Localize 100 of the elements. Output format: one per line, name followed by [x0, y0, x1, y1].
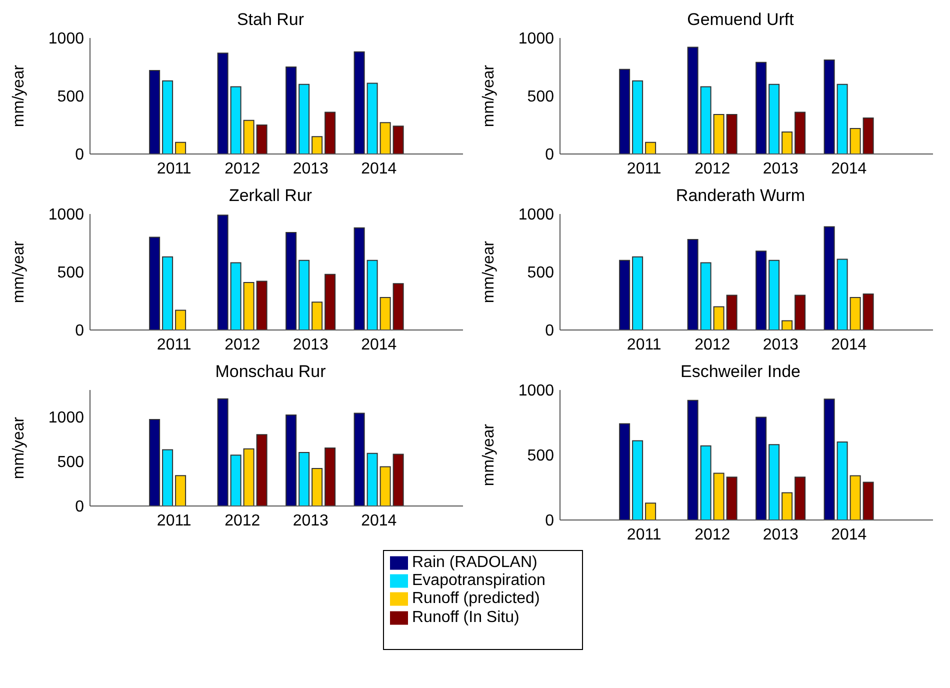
y-tick-label: 1000: [48, 206, 84, 224]
bar: [850, 297, 861, 330]
legend-label: Runoff (predicted): [412, 590, 540, 608]
bar: [162, 256, 174, 330]
x-tick-label: 2011: [156, 512, 192, 530]
bar: [862, 482, 874, 520]
bar: [700, 262, 712, 330]
y-tick-label: 0: [75, 498, 84, 516]
bar: [756, 250, 767, 330]
bar: [298, 84, 310, 154]
bar: [645, 142, 656, 154]
bar: [298, 452, 310, 506]
bar: [824, 398, 835, 520]
x-tick-label: 2014: [831, 526, 867, 544]
bar: [256, 280, 268, 330]
x-tick-label: 2014: [831, 336, 867, 354]
y-axis-title: mm/year: [10, 240, 28, 304]
bar: [324, 112, 336, 154]
x-tick-label: 2012: [224, 336, 260, 354]
bar: [782, 131, 793, 154]
y-tick-label: 500: [527, 88, 554, 106]
bar: [286, 232, 297, 330]
bar: [230, 262, 242, 330]
bar: [243, 448, 254, 506]
bar: [619, 260, 630, 330]
x-tick-label: 2013: [762, 526, 799, 544]
y-tick-label: 1000: [48, 30, 84, 48]
bar: [380, 122, 391, 154]
bar: [756, 62, 767, 154]
y-tick-label: 500: [57, 454, 84, 472]
bar: [632, 256, 644, 330]
bar: [380, 297, 391, 330]
x-tick-label: 2011: [626, 336, 662, 354]
y-tick-label: 0: [545, 322, 554, 340]
y-tick-label: 500: [527, 264, 554, 282]
bar: [836, 442, 848, 520]
x-tick-label: 2012: [694, 336, 730, 354]
bar: [298, 260, 310, 330]
y-axis-title: mm/year: [480, 64, 498, 128]
x-tick-label: 2014: [361, 512, 397, 530]
x-tick-label: 2011: [156, 160, 192, 178]
bar: [380, 466, 391, 506]
bar: [366, 82, 378, 154]
bar: [713, 306, 724, 330]
bar: [217, 214, 228, 330]
bar: [162, 80, 174, 154]
bar: [726, 476, 738, 520]
y-tick-label: 0: [545, 512, 554, 530]
bar: [392, 126, 404, 154]
x-tick-label: 2014: [361, 160, 397, 178]
bar: [726, 294, 738, 330]
x-tick-label: 2012: [224, 160, 260, 178]
y-axis-title: mm/year: [480, 240, 498, 304]
bar: [230, 454, 242, 506]
bar: [243, 120, 254, 154]
x-tick-label: 2014: [831, 160, 867, 178]
bar: [713, 472, 724, 520]
y-tick-label: 0: [75, 146, 84, 164]
bar: [175, 475, 186, 506]
bar: [354, 227, 365, 330]
x-tick-label: 2014: [361, 336, 397, 354]
bar: [836, 84, 848, 154]
bar: [392, 283, 404, 330]
bar: [768, 444, 780, 520]
bar: [700, 86, 712, 154]
bar: [619, 423, 630, 520]
bar: [312, 468, 323, 506]
x-tick-label: 2013: [762, 336, 799, 354]
bar: [256, 124, 268, 154]
bar: [286, 414, 297, 506]
bar: [243, 282, 254, 330]
bar: [768, 260, 780, 330]
bar: [312, 302, 323, 330]
bar: [217, 398, 228, 506]
bar: [862, 118, 874, 154]
bar: [850, 475, 861, 520]
y-tick-label: 0: [545, 146, 554, 164]
y-tick-label: 0: [75, 322, 84, 340]
bar: [700, 445, 712, 520]
bar: [619, 68, 630, 154]
y-tick-label: 500: [57, 264, 84, 282]
x-tick-label: 2013: [762, 160, 799, 178]
bar: [782, 492, 793, 520]
y-axis-title: mm/year: [10, 416, 28, 480]
legend-label: Evapotranspiration: [412, 572, 546, 590]
bar: [794, 476, 806, 520]
bar: [175, 310, 186, 330]
x-tick-label: 2011: [626, 160, 662, 178]
bar: [850, 128, 861, 154]
y-tick-label: 1000: [518, 382, 554, 400]
legend-label: Runoff (In Situ): [412, 608, 520, 626]
x-tick-label: 2011: [156, 336, 192, 354]
x-tick-label: 2012: [224, 512, 260, 530]
bar: [230, 86, 242, 154]
chart-title: Gemuend Urft: [686, 9, 795, 31]
bar: [713, 114, 724, 154]
y-tick-label: 1000: [518, 30, 554, 48]
x-tick-label: 2013: [292, 512, 329, 530]
bar: [782, 320, 793, 330]
bar: [794, 294, 806, 330]
